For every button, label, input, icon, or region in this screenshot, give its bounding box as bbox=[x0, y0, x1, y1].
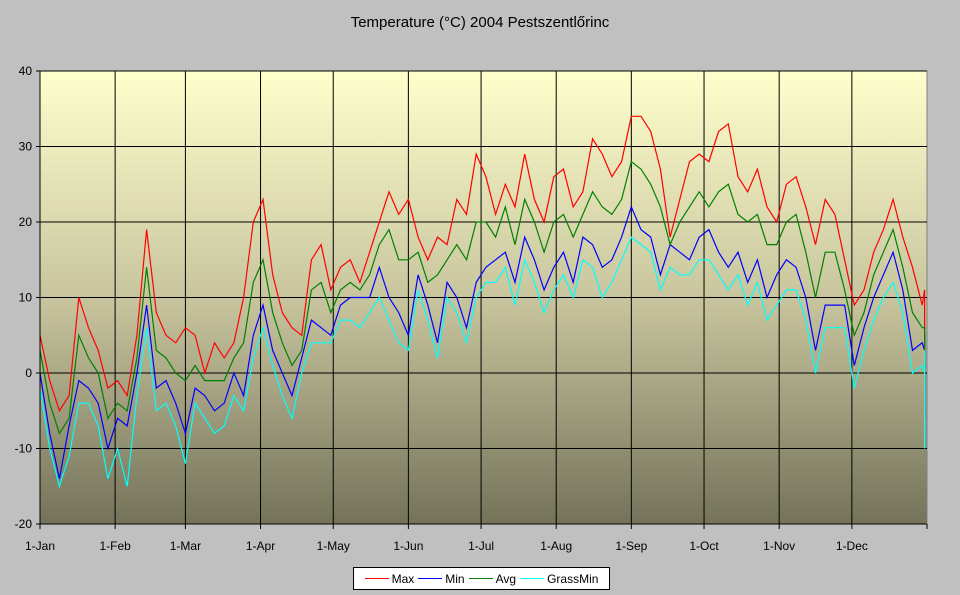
series-line-max bbox=[39, 115, 926, 413]
x-tick-label: 1-Jul bbox=[468, 539, 494, 553]
x-tick-label: 1-Apr bbox=[246, 539, 275, 553]
series-line-min bbox=[39, 205, 926, 479]
x-tick-label: 1-Nov bbox=[763, 539, 795, 553]
legend-swatch-min bbox=[418, 578, 443, 579]
x-tick-label: 1-Oct bbox=[689, 539, 719, 553]
legend-label-min: Min bbox=[445, 571, 465, 586]
legend: Max Min Avg GrassMin bbox=[353, 567, 610, 590]
x-tick-label: 1-Mar bbox=[170, 539, 201, 553]
gridlines bbox=[40, 70, 927, 524]
legend-item-max: Max bbox=[364, 571, 415, 586]
y-tick-label: -10 bbox=[15, 442, 33, 456]
x-tick-label: 1-Dec bbox=[836, 539, 868, 553]
legend-label-grassmin: GrassMin bbox=[547, 571, 599, 586]
x-tick-label: 1-Jan bbox=[25, 539, 55, 553]
x-tick-labels: 1-Jan 1-Feb 1-Mar 1-Apr 1-May 1-Jun 1-Jul 1-Aug… bbox=[25, 539, 868, 553]
legend-label-max: Max bbox=[391, 571, 415, 586]
legend-swatch-max bbox=[364, 578, 389, 579]
series-line-grassmin bbox=[39, 236, 926, 489]
x-tick-label: 1-May bbox=[317, 539, 350, 553]
y-tick-label: 0 bbox=[25, 366, 32, 380]
legend-item-avg: Avg bbox=[468, 571, 517, 586]
series-lines bbox=[39, 115, 926, 489]
legend-swatch-grassmin bbox=[520, 578, 545, 579]
legend-item-grassmin: GrassMin bbox=[520, 572, 598, 586]
legend-label-avg: Avg bbox=[495, 571, 517, 586]
y-tick-label: 40 bbox=[19, 64, 33, 78]
chart-title: Temperature (°C) 2004 Pestszentlőrinc bbox=[350, 14, 610, 31]
y-tick-label: -20 bbox=[15, 517, 33, 531]
legend-item-min: Min bbox=[418, 571, 465, 586]
x-tick-label: 1-Feb bbox=[99, 539, 131, 553]
x-tick-label: 1-Jun bbox=[393, 539, 423, 553]
x-tick-label: 1-Aug bbox=[540, 539, 572, 553]
y-tick-label: 10 bbox=[19, 291, 33, 305]
x-tick-label: 1-Sep bbox=[615, 539, 647, 553]
axes bbox=[36, 70, 928, 529]
y-tick-label: 30 bbox=[19, 140, 33, 154]
legend-swatch-avg bbox=[468, 578, 493, 579]
series-line-avg bbox=[39, 160, 926, 435]
y-tick-label: 20 bbox=[19, 215, 33, 229]
y-tick-labels: -20 -10 0 10 20 30 40 bbox=[15, 64, 33, 531]
